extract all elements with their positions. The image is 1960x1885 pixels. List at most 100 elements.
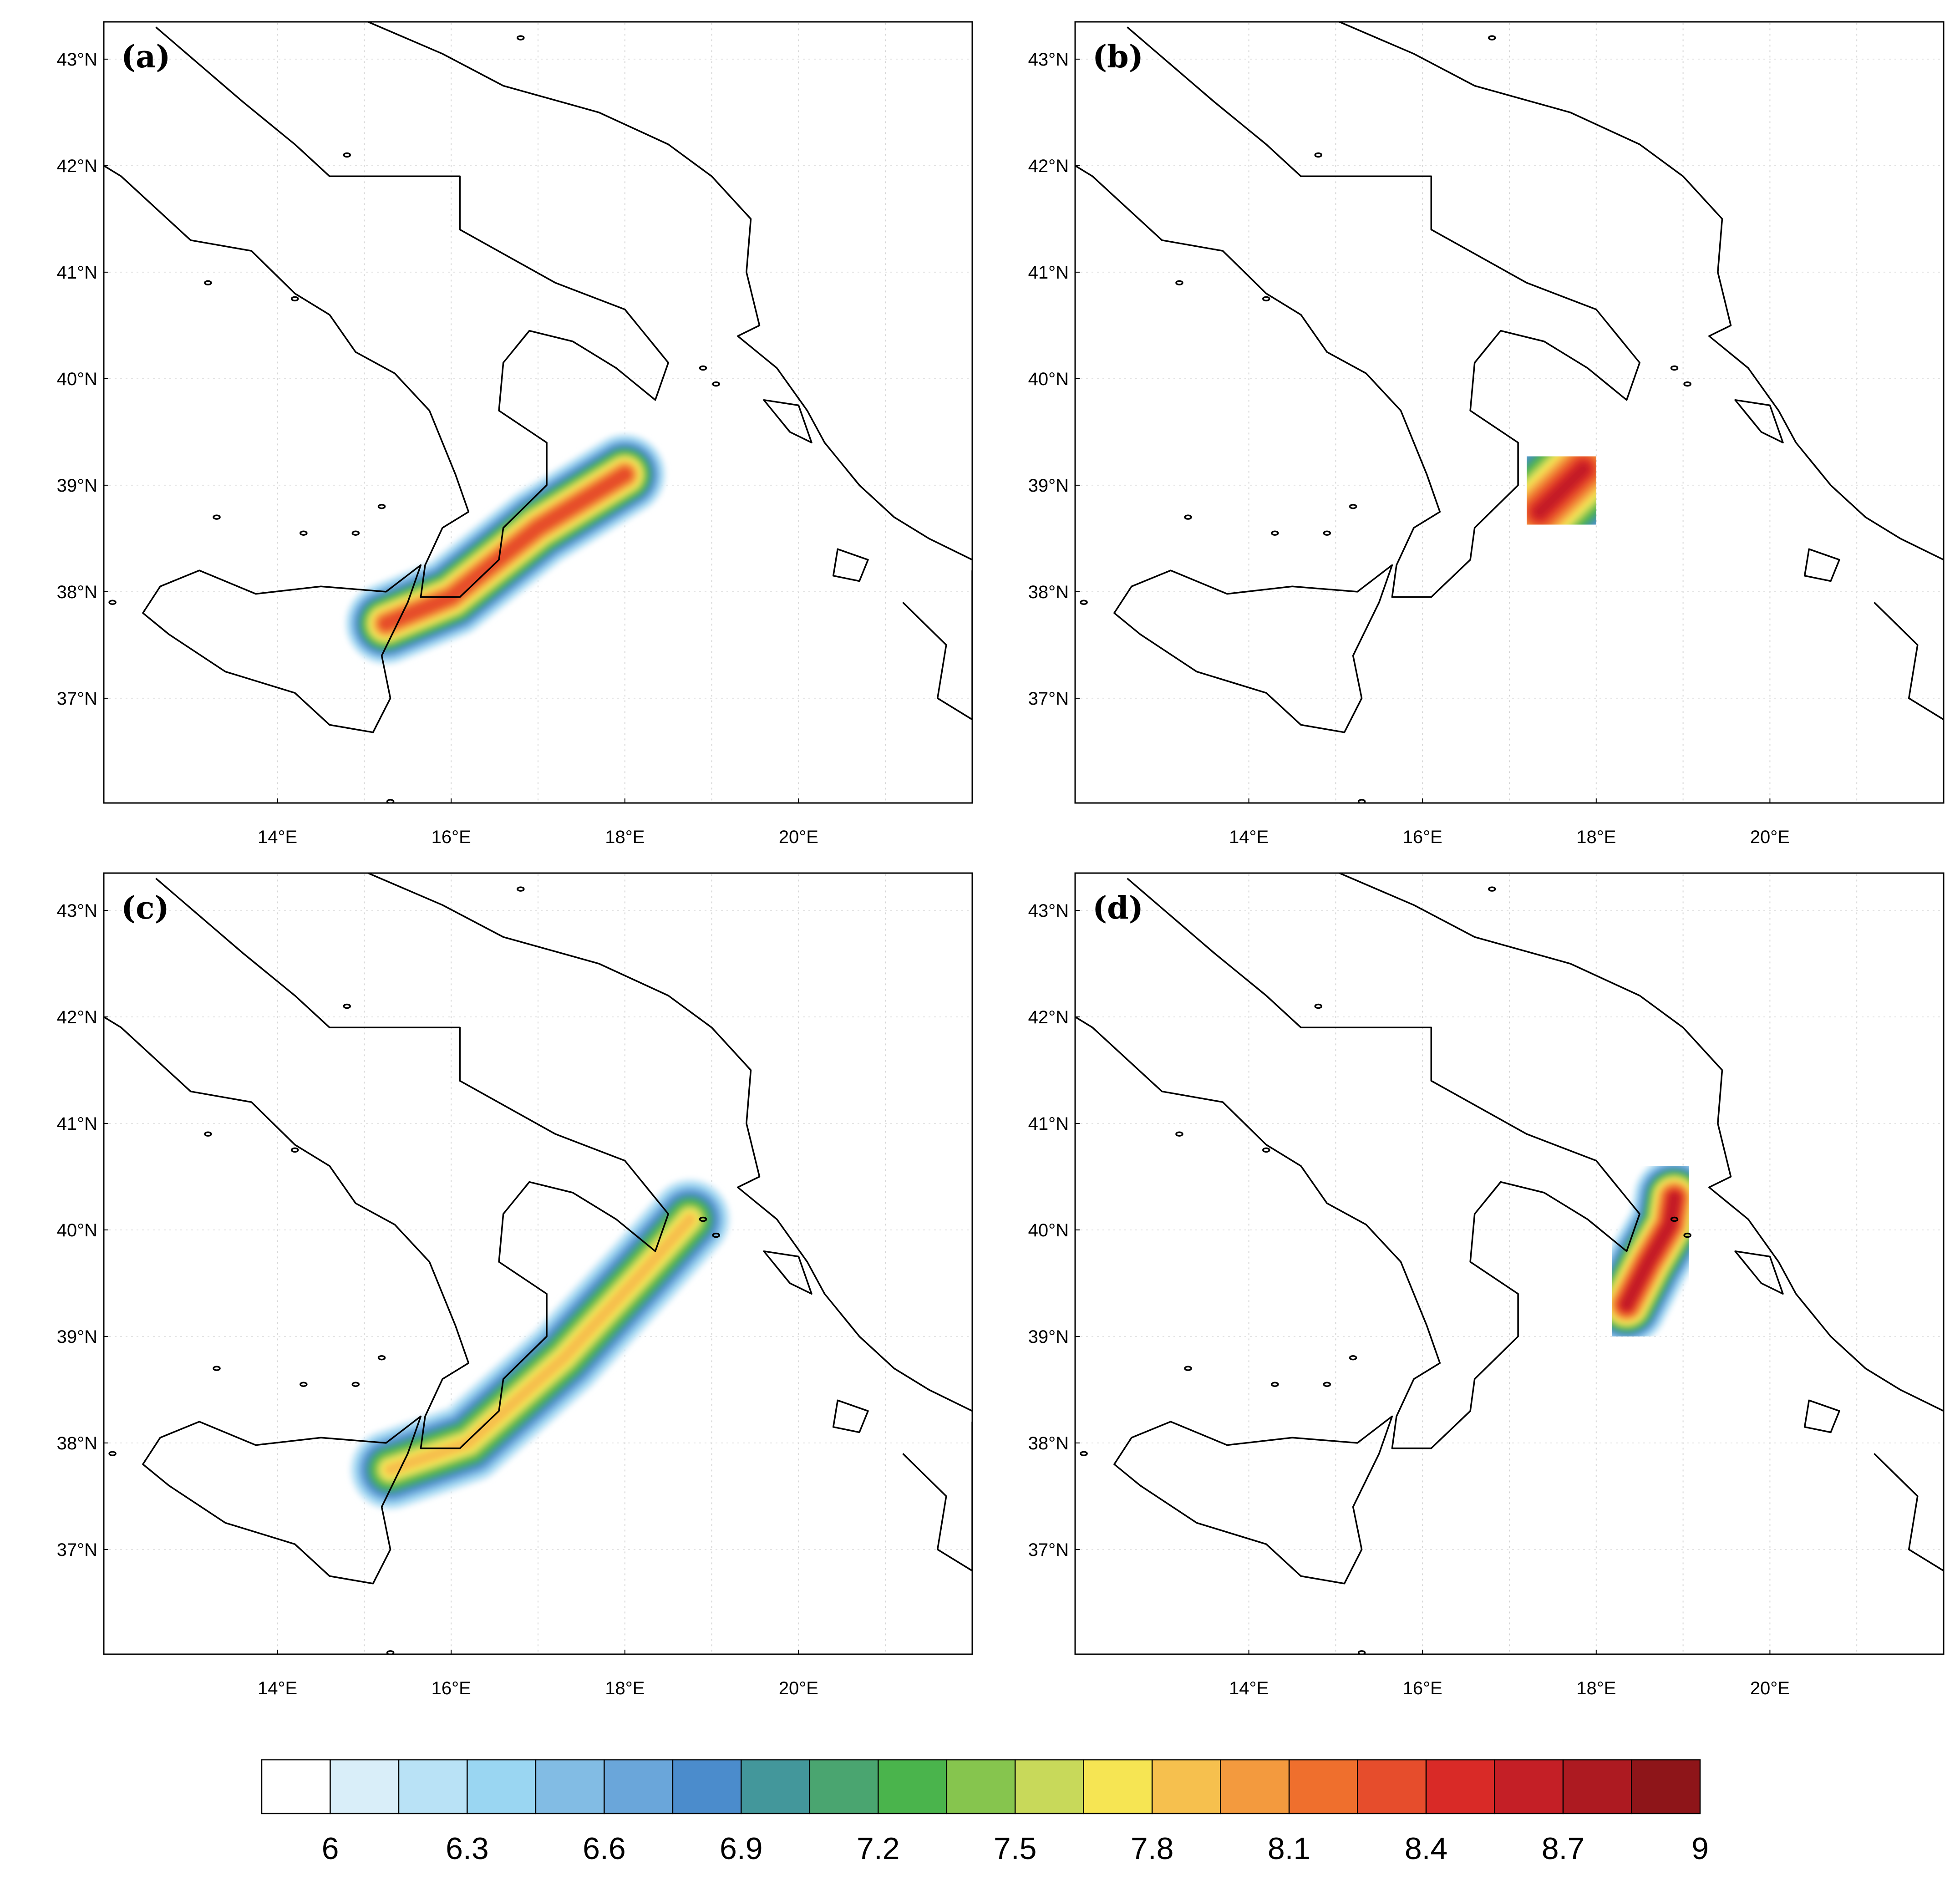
- island: [1357, 799, 1366, 803]
- coastline-kefalonia: [1803, 1399, 1840, 1433]
- map-panel-d: 14°E 16°E 18°E 20°E 37°N 38°N 39°N 40°N 41°N 42°N…: [1028, 872, 1945, 1698]
- panel-content: [104, 873, 972, 1654]
- lat-tick-label: 40°N: [57, 1220, 97, 1240]
- colorbar-label: 8.4: [1405, 1831, 1448, 1866]
- colorbar-swatch: [946, 1759, 1016, 1814]
- island: [343, 152, 351, 158]
- panel-label: (c): [121, 890, 169, 926]
- colorbar-label: 7.2: [857, 1831, 900, 1866]
- island: [343, 1003, 351, 1009]
- lat-tick-label: 37°N: [1028, 689, 1069, 709]
- island: [1357, 1650, 1366, 1654]
- lat-tick-label: 39°N: [57, 1327, 97, 1347]
- lat-tick-label: 40°N: [1028, 1220, 1069, 1240]
- coastline-balkans: [1337, 22, 1944, 561]
- colorbar-swatch: [261, 1759, 331, 1814]
- colorbar-swatch: [878, 1759, 948, 1814]
- island: [300, 530, 308, 536]
- colorbar-swatch: [1425, 1759, 1495, 1814]
- lon-tick-label: 14°E: [258, 827, 297, 847]
- coastline-corfu: [763, 1250, 812, 1295]
- contour-level-8.7: [1534, 463, 1589, 518]
- island: [1488, 886, 1496, 892]
- island: [1349, 1355, 1357, 1361]
- coastline-corfu: [763, 399, 812, 444]
- lon-tick-label: 14°E: [1229, 1678, 1269, 1698]
- colorbar-label: 6.3: [446, 1831, 489, 1866]
- lat-tick-label: 40°N: [1028, 369, 1069, 389]
- colorbar-swatch: [1562, 1759, 1632, 1814]
- coastline-balkans: [366, 873, 972, 1412]
- field-layer: [350, 1179, 731, 1510]
- colorbar-swatch: [1083, 1759, 1153, 1814]
- island: [1683, 381, 1691, 387]
- coastlines: [1075, 22, 1944, 803]
- colorbar-swatch: [398, 1759, 468, 1814]
- colorbar-swatch: [1631, 1759, 1701, 1814]
- lat-tick-label: 42°N: [57, 156, 97, 176]
- colorbar-label: 6.9: [720, 1831, 763, 1866]
- island: [1670, 365, 1679, 371]
- lat-tick-label: 41°N: [57, 263, 97, 283]
- island: [1349, 503, 1357, 509]
- island: [1184, 514, 1192, 520]
- panel-label: (b): [1092, 39, 1143, 75]
- coastline-peloponnese: [1874, 570, 1944, 721]
- lat-tick-label: 38°N: [57, 582, 97, 602]
- island: [377, 1355, 386, 1361]
- lon-tick-label: 16°E: [1403, 1678, 1442, 1698]
- panel-content: [1075, 22, 1944, 803]
- lon-tick-label: 20°E: [1750, 827, 1790, 847]
- island: [386, 1650, 395, 1654]
- island: [712, 1232, 720, 1238]
- lat-tick-label: 37°N: [57, 689, 97, 709]
- coastlines: [104, 873, 972, 1654]
- field-layer: [345, 433, 666, 665]
- lon-tick-label: 18°E: [605, 1678, 645, 1698]
- coastline-italy: [1075, 878, 1640, 1449]
- panel-frame: [1074, 21, 1945, 804]
- lat-tick-label: 39°N: [1028, 476, 1069, 496]
- colorbar-swatch: [1288, 1759, 1358, 1814]
- coastline-kefalonia: [832, 1399, 869, 1433]
- colorbar-swatch: [809, 1759, 879, 1814]
- lat-tick-label: 42°N: [57, 1007, 97, 1027]
- coastline-kefalonia: [1803, 548, 1840, 582]
- panel-frame: [1074, 872, 1945, 1655]
- island: [699, 1216, 707, 1222]
- colorbar-swatch: [672, 1759, 742, 1814]
- lat-tick-label: 37°N: [57, 1540, 97, 1560]
- map-panel-b: 14°E 16°E 18°E 20°E 37°N 38°N 39°N 40°N 41°N 42°N…: [1028, 21, 1945, 847]
- colorbar-swatch: [1014, 1759, 1084, 1814]
- lon-tick-label: 16°E: [432, 827, 471, 847]
- island: [291, 1147, 299, 1153]
- island: [1262, 1147, 1270, 1153]
- coastline-corfu: [1734, 399, 1784, 444]
- island: [1488, 35, 1496, 41]
- lat-tick-label: 43°N: [57, 50, 97, 70]
- colorbar-swatch: [1220, 1759, 1290, 1814]
- lat-tick-label: 42°N: [1028, 156, 1069, 176]
- panel-content: [104, 22, 972, 803]
- island: [1175, 1131, 1183, 1137]
- lon-tick-label: 20°E: [779, 827, 818, 847]
- colorbar-label: 9: [1691, 1831, 1709, 1866]
- coastline-corfu: [1734, 1250, 1784, 1295]
- island: [204, 280, 212, 286]
- colorbar: 6 6.3 6.6 6.9 7.2 7.5 7.8 8.1 8.4 8.7 9: [261, 1759, 1709, 1866]
- lon-tick-label: 16°E: [1403, 827, 1442, 847]
- lat-tick-label: 42°N: [1028, 1007, 1069, 1027]
- colorbar-swatch: [604, 1759, 674, 1814]
- colorbar-swatch: [1494, 1759, 1564, 1814]
- lat-tick-label: 43°N: [1028, 50, 1069, 70]
- field-layer: [1585, 1156, 1716, 1346]
- colorbar-label: 6.6: [583, 1831, 626, 1866]
- coastline-balkans: [1337, 873, 1944, 1412]
- island: [386, 799, 395, 803]
- lat-tick-label: 43°N: [1028, 901, 1069, 921]
- lon-tick-label: 18°E: [1576, 827, 1616, 847]
- island: [1314, 152, 1322, 158]
- island: [291, 296, 299, 302]
- colorbar-label: 7.8: [1131, 1831, 1174, 1866]
